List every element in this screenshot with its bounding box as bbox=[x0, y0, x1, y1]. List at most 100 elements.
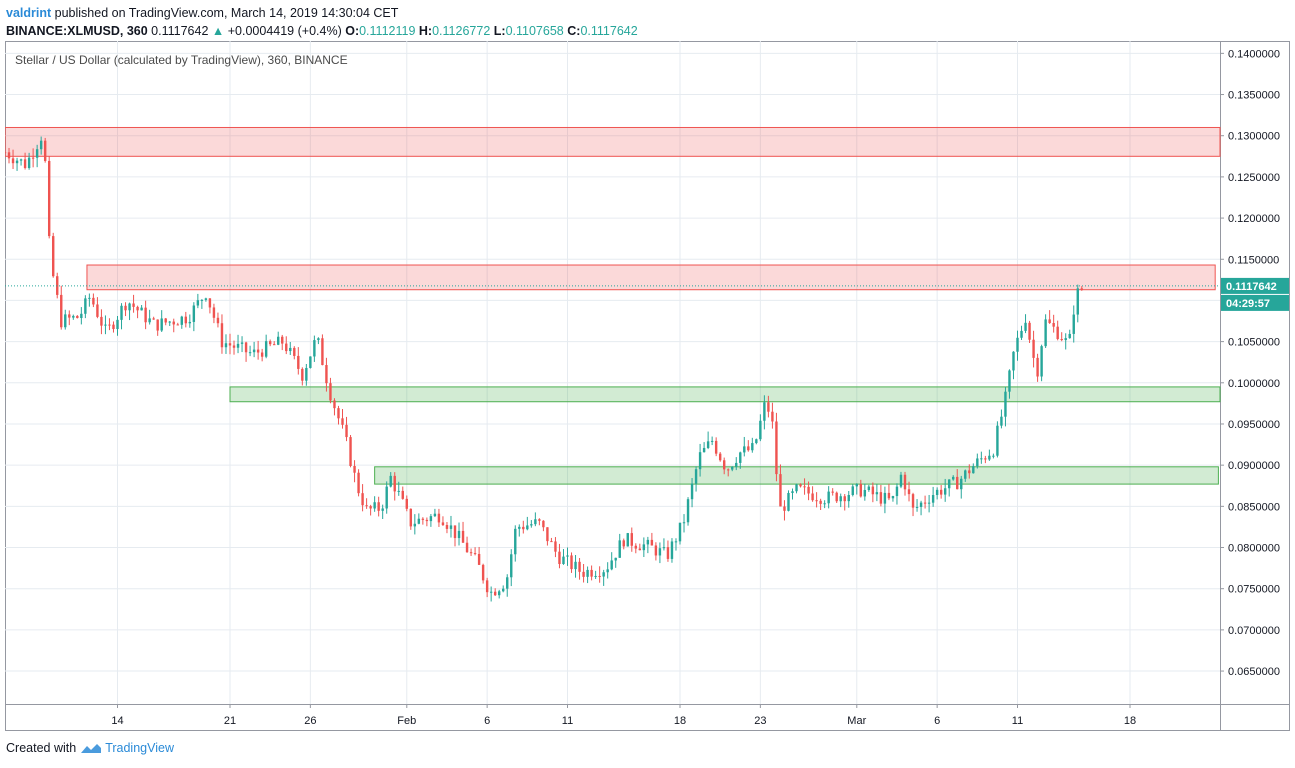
candle-up bbox=[566, 555, 569, 557]
candle-down bbox=[582, 571, 585, 577]
y-tick-label: 0.1250000 bbox=[1228, 172, 1280, 184]
candle-up bbox=[996, 425, 999, 456]
y-tick-label: 0.0800000 bbox=[1228, 543, 1280, 555]
candle-down bbox=[843, 496, 846, 502]
open-label: O: bbox=[345, 24, 360, 38]
candle-up bbox=[148, 318, 151, 323]
candle-down bbox=[879, 492, 883, 504]
low-value: 0.1107658 bbox=[505, 24, 564, 38]
candle-down bbox=[907, 489, 911, 495]
candle-down bbox=[11, 158, 15, 164]
chart-area[interactable]: 0.1400000 0.1350000 0.1300000 0.1250000 0.12… bbox=[3, 41, 1290, 731]
candle-down bbox=[349, 437, 352, 466]
candle-down bbox=[268, 341, 272, 345]
candle-down bbox=[650, 539, 654, 546]
candle-down bbox=[590, 569, 593, 577]
candle-up bbox=[606, 569, 609, 573]
candle-up bbox=[385, 486, 388, 509]
candle-down bbox=[718, 453, 722, 461]
candle-down bbox=[220, 323, 224, 348]
candle-up bbox=[35, 149, 39, 158]
candle-down bbox=[638, 548, 642, 551]
candle-down bbox=[76, 315, 79, 319]
candle-up bbox=[277, 336, 280, 345]
symbol-label: BINANCE:XLMUSD, 360 bbox=[6, 24, 148, 38]
candle-up bbox=[104, 324, 107, 326]
candle-up bbox=[534, 519, 537, 525]
candle-up bbox=[642, 544, 646, 551]
candle-up bbox=[980, 458, 983, 460]
price-change: +0.0004419 (+0.4%) bbox=[227, 24, 342, 38]
candle-down bbox=[1060, 339, 1063, 341]
candle-down bbox=[622, 540, 625, 547]
candle-up bbox=[751, 443, 754, 451]
candle-down bbox=[232, 345, 236, 348]
candle-up bbox=[646, 539, 650, 545]
y-tick-label: 0.1150000 bbox=[1228, 254, 1279, 266]
candle-down bbox=[1052, 323, 1055, 327]
candle-up bbox=[64, 314, 67, 328]
candle-up bbox=[128, 303, 131, 311]
candle-down bbox=[244, 342, 248, 353]
candle-up bbox=[120, 305, 123, 320]
countdown-label: 04:29:57 bbox=[1226, 298, 1270, 310]
candle-down bbox=[453, 525, 457, 539]
candle-down bbox=[1080, 288, 1083, 290]
candle-up bbox=[433, 513, 437, 517]
candle-up bbox=[1024, 322, 1027, 331]
support-zone bbox=[229, 386, 1221, 403]
candle-up bbox=[196, 300, 200, 306]
candle-down bbox=[465, 542, 469, 553]
author-link[interactable]: valdrint bbox=[6, 6, 52, 20]
candle-down bbox=[815, 500, 818, 502]
candle-down bbox=[546, 527, 549, 542]
candle-down bbox=[7, 152, 11, 159]
x-tick-label: 14 bbox=[111, 715, 123, 727]
candle-up bbox=[682, 522, 686, 524]
candle-down bbox=[1036, 357, 1039, 377]
countdown-tag bbox=[1221, 294, 1289, 311]
y-tick-label: 0.1050000 bbox=[1228, 337, 1280, 349]
candle-down bbox=[469, 552, 473, 554]
candle-down bbox=[341, 418, 344, 425]
candle-up bbox=[200, 299, 204, 301]
candle-down bbox=[365, 505, 368, 507]
candle-down bbox=[260, 352, 264, 357]
footer: Created with TradingView bbox=[6, 741, 174, 755]
tradingview-brand[interactable]: TradingView bbox=[80, 741, 174, 755]
candle-down bbox=[871, 486, 875, 495]
candle-down bbox=[60, 294, 63, 328]
candle-down bbox=[578, 561, 581, 572]
x-tick-label: 11 bbox=[1012, 715, 1023, 727]
candle-down bbox=[481, 564, 485, 581]
y-tick-label: 0.1300000 bbox=[1228, 131, 1280, 143]
candle-up bbox=[389, 475, 392, 487]
publish-line: valdrint published on TradingView.com, M… bbox=[6, 5, 638, 23]
candle-up bbox=[739, 452, 742, 463]
candle-down bbox=[405, 498, 408, 509]
candle-down bbox=[228, 343, 232, 346]
candle-down bbox=[887, 492, 891, 499]
candle-up bbox=[702, 447, 706, 453]
candle-down bbox=[216, 317, 220, 324]
ohlc-line: BINANCE:XLMUSD, 360 0.1117642 ▲ +0.00044… bbox=[6, 23, 638, 41]
candle-down bbox=[441, 522, 445, 526]
price-chart[interactable]: 0.1400000 0.1350000 0.1300000 0.1250000 0.12… bbox=[3, 41, 1290, 731]
candle-up bbox=[449, 525, 453, 529]
y-tick-label: 0.0700000 bbox=[1228, 625, 1280, 637]
candle-down bbox=[939, 489, 943, 495]
last-price-tag-label: 0.1117642 bbox=[1226, 281, 1277, 293]
tradingview-logo-icon bbox=[81, 744, 102, 753]
candle-up bbox=[698, 452, 702, 470]
candle-down bbox=[124, 305, 127, 311]
candle-up bbox=[413, 523, 417, 527]
candle-up bbox=[706, 441, 710, 448]
candle-down bbox=[903, 474, 907, 490]
candle-down bbox=[803, 486, 806, 488]
candle-up bbox=[381, 508, 384, 511]
candle-up bbox=[988, 455, 991, 460]
candle-down bbox=[172, 321, 175, 325]
y-tick-label: 0.1400000 bbox=[1228, 48, 1280, 60]
candle-down bbox=[911, 494, 915, 508]
candle-down bbox=[630, 533, 633, 546]
